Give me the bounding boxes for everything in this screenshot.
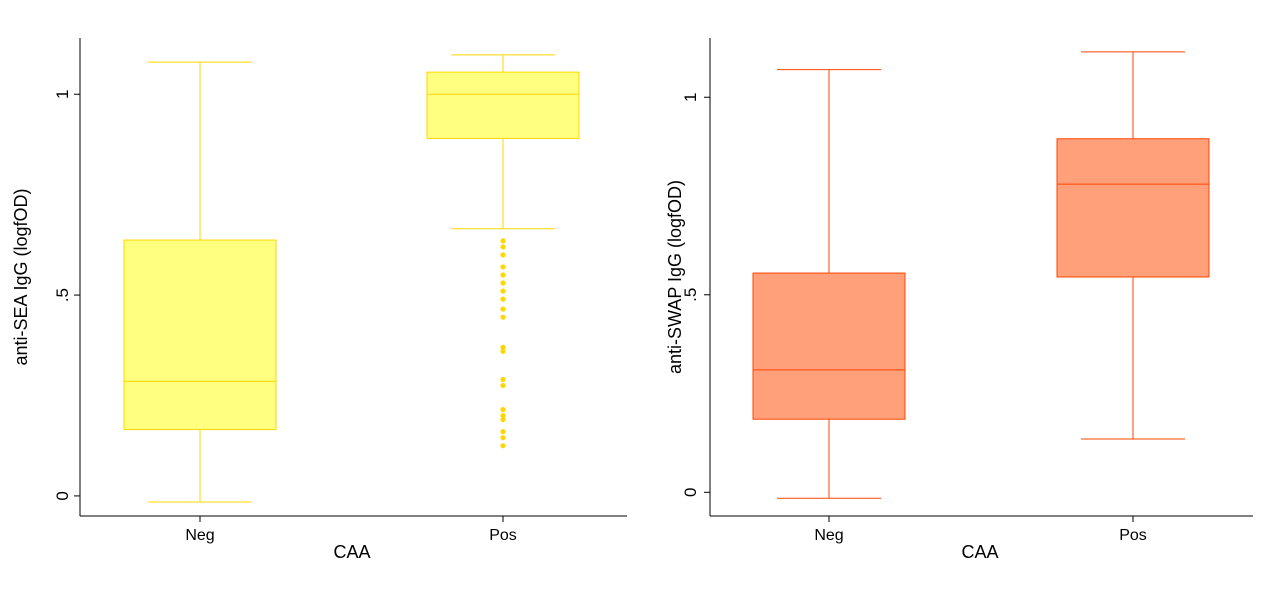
chart-1-box-pos-outlier-point — [500, 443, 506, 449]
chart-1-box-pos-outlier-point — [500, 416, 506, 423]
chart-1-box-pos-outlier-point — [500, 264, 506, 270]
chart-1-box-neg-iqr-box — [123, 239, 277, 431]
chart-1-box-pos-outlier-point — [500, 244, 506, 250]
chart-1-box-pos-outlier-point — [500, 429, 506, 435]
chart-1-box-pos-outlier-point — [500, 272, 506, 278]
chart-1-box-pos-outlier-point — [500, 406, 506, 413]
chart-1-box-pos-outlier-point — [500, 412, 506, 419]
chart-2-y-tick-label: 1 — [681, 93, 700, 102]
chart-1-box-pos-outlier-point — [500, 382, 506, 389]
chart-1-box-pos-outlier-point — [500, 314, 506, 320]
chart-1-box-pos-outlier-point — [500, 280, 506, 286]
chart-1-box-pos-outlier-point — [500, 306, 506, 312]
chart-1-box-pos-outlier-point — [500, 376, 506, 383]
chart-1-y-axis-title: anti-SEA IgG (logfOD) — [11, 188, 31, 365]
chart-1-y-tick-label: 0 — [53, 491, 72, 500]
chart-2-y-tick-label: .5 — [681, 288, 700, 302]
chart-2-box-pos-iqr-box — [1056, 138, 1210, 278]
chart-1-box-pos-iqr-box — [426, 71, 580, 139]
chart-1-box-pos-outlier-point — [500, 252, 506, 258]
chart-1-box-pos-outlier-point — [500, 435, 506, 441]
chart-1-box-pos-outlier-point — [500, 288, 506, 294]
chart-1-x-axis-title: CAA — [333, 542, 370, 562]
chart-2-y-tick-label: 0 — [681, 488, 700, 497]
chart-2-x-tick-label: Pos — [1119, 527, 1147, 544]
chart-1-box-pos-outlier-point — [500, 238, 506, 244]
chart-1-y-tick-label: 1 — [53, 90, 72, 99]
chart-2-box-neg-iqr-box — [752, 272, 906, 420]
chart-1-x-tick-label: Neg — [185, 527, 214, 544]
chart-2-y-axis-title: anti-SWAP IgG (logfOD) — [665, 180, 685, 374]
chart-1-box-pos-outlier-point — [500, 296, 506, 302]
chart-1-y-tick-label: .5 — [53, 288, 72, 302]
chart-1-box-pos-outlier-point — [500, 348, 506, 354]
chart-1-x-tick-label: Pos — [489, 527, 517, 544]
chart-1-box-pos-outlier-point — [500, 344, 506, 350]
chart-2-x-tick-label: Neg — [814, 527, 843, 544]
chart-2-x-axis-title: CAA — [961, 542, 998, 562]
